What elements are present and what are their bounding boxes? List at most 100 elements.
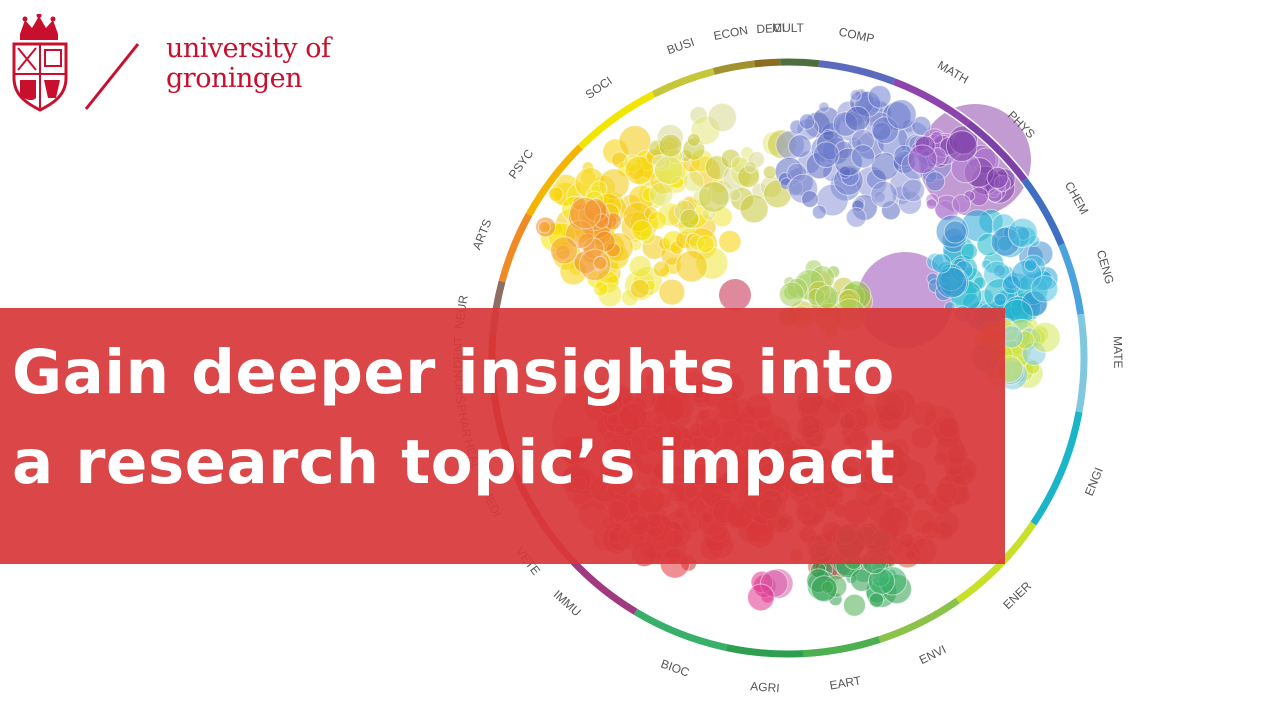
topic-bubble — [951, 194, 972, 214]
headline-banner: Gain deeper insights into a research top… — [0, 308, 1005, 564]
ring-segment-econ — [713, 60, 755, 75]
topic-bubble — [675, 250, 708, 283]
ring-segment-psyc — [526, 144, 583, 217]
ring-segment-mult — [780, 58, 820, 68]
topic-bubble — [538, 220, 551, 234]
ring-segment-arts — [498, 212, 533, 283]
topic-bubble — [658, 278, 686, 306]
ring-segment-phys — [966, 120, 1028, 182]
topic-bubble — [993, 292, 1007, 307]
topic-bubble — [810, 575, 838, 603]
topic-bubble — [886, 99, 917, 130]
ring-label-math: MATH — [935, 58, 971, 87]
topic-bubble — [986, 166, 1009, 189]
ring-label-soci: SOCI — [583, 74, 615, 102]
slash-divider — [84, 43, 140, 110]
ring-segment-soci — [578, 91, 656, 150]
topic-bubble — [629, 279, 650, 299]
ring-segment-envi — [878, 597, 960, 643]
topic-bubble — [818, 101, 830, 113]
ring-label-econ: ECON — [712, 23, 749, 43]
topic-bubble — [707, 102, 737, 133]
topic-bubble — [696, 235, 715, 254]
topic-bubble — [867, 85, 892, 109]
ring-segment-bioc — [633, 608, 728, 651]
topic-bubble — [569, 197, 602, 230]
topic-bubble — [945, 130, 978, 162]
topic-bubble — [788, 134, 812, 158]
ring-label-engi: ENGI — [1082, 465, 1106, 497]
topic-bubble — [648, 182, 674, 207]
ring-segment-eart — [803, 636, 881, 658]
ring-label-ener: ENER — [1000, 579, 1034, 612]
topic-bubble — [845, 207, 867, 228]
topic-bubble — [679, 208, 700, 229]
topic-bubble — [925, 198, 938, 210]
topic-bubble — [843, 593, 866, 617]
ring-label-bioc: BIOC — [659, 657, 692, 680]
topic-bubble — [850, 144, 876, 169]
ring-label-agri: AGRI — [750, 679, 780, 695]
topic-bubble — [943, 220, 967, 244]
topic-bubble — [1024, 258, 1038, 272]
headline-line-1: Gain deeper insights into — [12, 337, 895, 408]
ring-label-comp: COMP — [838, 25, 876, 46]
topic-bubble — [801, 190, 819, 208]
university-logo: university of groningen — [10, 14, 350, 114]
topic-bubble — [739, 194, 769, 224]
ring-label-immu: IMMU — [551, 587, 584, 619]
topic-bubble — [935, 266, 968, 299]
topic-bubble — [813, 141, 840, 168]
topic-bubble — [628, 255, 652, 278]
topic-bubble — [744, 160, 757, 174]
topic-bubble — [849, 89, 862, 102]
ring-label-mult: MULT — [772, 21, 804, 35]
ring-segment-mate — [1075, 313, 1088, 413]
topic-bubble — [550, 236, 578, 265]
topic-bubble — [960, 242, 978, 260]
topic-bubble — [814, 285, 839, 310]
topic-bubble — [593, 281, 609, 297]
topic-bubble — [653, 155, 684, 185]
topic-bubble — [747, 583, 775, 612]
topic-bubble — [653, 260, 670, 278]
ring-segment-immu — [568, 557, 638, 615]
topic-bubble — [593, 255, 608, 271]
topic-bubble — [762, 165, 777, 180]
ring-label-envi: ENVI — [917, 642, 948, 667]
topic-bubble — [548, 186, 564, 202]
topic-bubble — [728, 188, 742, 202]
topic-bubble — [698, 181, 730, 213]
ring-segment-busi — [652, 68, 715, 98]
topic-bubble — [1007, 217, 1038, 248]
topic-bubble — [868, 592, 885, 608]
topic-bubble — [624, 155, 654, 185]
ring-segment-ener — [955, 521, 1037, 604]
ring-label-arts: ARTS — [470, 217, 495, 252]
topic-bubble — [907, 144, 938, 174]
ring-segment-engi — [1030, 411, 1083, 526]
brand-line-1: university of — [166, 33, 331, 64]
ring-segment-deci — [754, 58, 781, 68]
topic-bubble — [686, 133, 701, 147]
topic-bubble — [1029, 321, 1061, 353]
topic-bubble — [798, 113, 816, 130]
topic-bubble — [718, 230, 742, 254]
ring-label-eart: EART — [828, 673, 862, 692]
brand-line-2: groningen — [166, 63, 303, 94]
topic-bubble — [1030, 275, 1059, 303]
ring-label-chem: CHEM — [1062, 179, 1091, 217]
topic-bubble — [647, 210, 667, 230]
topic-bubble — [631, 219, 654, 242]
topic-bubble — [931, 253, 952, 274]
topic-bubble-large — [719, 279, 751, 311]
topic-bubble — [778, 281, 805, 308]
crest-icon — [12, 14, 68, 112]
ring-label-deci: DECI — [756, 21, 785, 36]
topic-bubble — [870, 180, 898, 209]
ring-label-psyc: PSYC — [506, 146, 537, 181]
ring-segment-agri — [725, 644, 804, 658]
ring-label-busi: BUSI — [665, 35, 696, 57]
ring-segment-chem — [1021, 177, 1065, 247]
topic-bubble — [683, 171, 705, 193]
